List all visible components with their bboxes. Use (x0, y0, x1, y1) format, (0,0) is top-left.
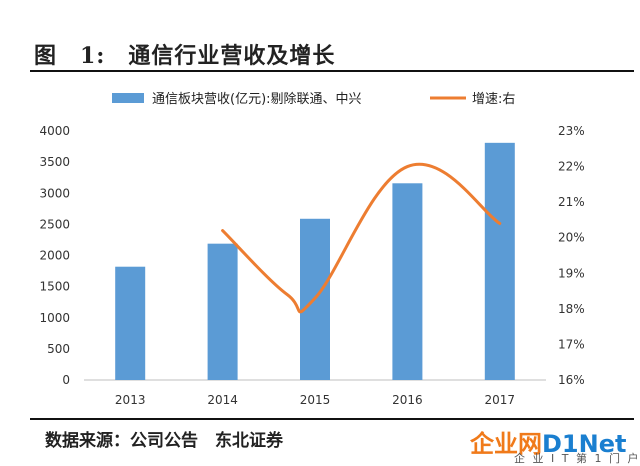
title-divider (30, 70, 634, 72)
watermark-left: 企业网 (470, 430, 542, 458)
watermark-sub: 企 业 I T 第 1 门 户 (514, 452, 640, 465)
watermark-right: D1Net (542, 430, 627, 458)
left-tick-label: 2000 (39, 249, 70, 263)
revenue-bar (207, 243, 238, 380)
right-tick-label: 16% (558, 373, 585, 387)
x-tick-label: 2013 (115, 393, 146, 407)
legend-line-label: 增速:右 (472, 92, 515, 107)
page-title: 图 1: 通信行业营收及增长 (34, 43, 336, 69)
revenue-bar (392, 183, 423, 380)
x-tick-label: 2017 (485, 393, 516, 407)
left-tick-label: 500 (47, 342, 70, 356)
right-tick-label: 17% (558, 337, 585, 351)
data-source: 数据来源：公司公告 东北证券 (45, 431, 283, 451)
revenue-bar (484, 142, 515, 380)
right-tick-label: 20% (558, 231, 585, 245)
right-tick-label: 22% (558, 160, 585, 174)
left-tick-label: 0 (62, 373, 70, 387)
right-tick-label: 18% (558, 302, 585, 316)
x-tick-label: 2015 (300, 393, 331, 407)
revenue-growth-chart: 通信板块营收(亿元):剔除联通、中兴 增速:右 0 500 1000 1500 2000… (39, 92, 584, 407)
right-tick-label: 21% (558, 195, 585, 209)
x-tick-label: 2016 (392, 393, 423, 407)
right-tick-label: 19% (558, 266, 585, 280)
growth-line (221, 162, 502, 314)
watermark-logo: 企业网D1Net 企 业 I T 第 1 门 户 (470, 424, 640, 466)
legend: 通信板块营收(亿元):剔除联通、中兴 增速:右 (112, 92, 515, 107)
legend-bar-label: 通信板块营收(亿元):剔除联通、中兴 (152, 92, 362, 107)
bar-series (115, 142, 515, 380)
footer-divider (30, 418, 634, 420)
left-tick-label: 4000 (39, 124, 70, 138)
left-tick-label: 3000 (39, 186, 70, 200)
left-tick-label: 1500 (39, 280, 70, 294)
left-tick-label: 3500 (39, 155, 70, 169)
growth-line-series (221, 162, 502, 314)
left-tick-label: 2500 (39, 217, 70, 231)
axes: 0 500 1000 1500 2000 2500 3000 3500 4000 16% 17% 18… (39, 124, 584, 407)
right-tick-label: 23% (558, 124, 585, 138)
legend-bar-swatch (112, 93, 144, 103)
revenue-bar (115, 266, 146, 380)
x-tick-label: 2014 (207, 393, 238, 407)
left-tick-label: 1000 (39, 311, 70, 325)
